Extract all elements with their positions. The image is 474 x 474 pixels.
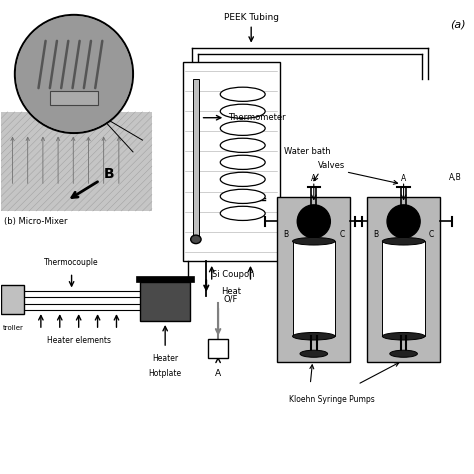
Ellipse shape <box>292 332 335 340</box>
Text: C: C <box>339 230 345 239</box>
Text: troller: troller <box>2 325 23 331</box>
Circle shape <box>297 205 330 238</box>
Text: A: A <box>311 173 317 182</box>
Text: A: A <box>401 173 406 182</box>
Text: B: B <box>283 230 288 239</box>
Bar <box>0 112 152 211</box>
Text: Hotplate: Hotplate <box>149 369 182 378</box>
Ellipse shape <box>220 138 265 153</box>
Bar <box>292 241 335 336</box>
Ellipse shape <box>220 172 265 186</box>
Text: B: B <box>104 167 114 181</box>
Bar <box>367 197 440 362</box>
Circle shape <box>15 15 133 133</box>
Ellipse shape <box>220 87 265 101</box>
Ellipse shape <box>191 235 201 244</box>
Ellipse shape <box>220 206 265 220</box>
Text: C: C <box>429 230 434 239</box>
Text: Heater: Heater <box>152 354 178 363</box>
Ellipse shape <box>220 104 265 118</box>
Text: (a): (a) <box>451 19 466 29</box>
Ellipse shape <box>220 155 265 169</box>
Ellipse shape <box>383 237 425 245</box>
Bar <box>50 91 98 105</box>
Text: Thermometer: Thermometer <box>228 113 285 122</box>
Bar <box>192 79 199 237</box>
Text: Heater elements: Heater elements <box>46 336 110 345</box>
Text: Water bath: Water bath <box>284 147 331 156</box>
Bar <box>137 276 193 282</box>
Bar <box>0 285 24 314</box>
Circle shape <box>387 205 420 238</box>
Ellipse shape <box>383 332 425 340</box>
Text: Si Coupon: Si Coupon <box>212 270 255 279</box>
Ellipse shape <box>220 121 265 136</box>
Text: O/F: O/F <box>224 295 238 304</box>
Ellipse shape <box>300 350 328 357</box>
Bar <box>383 241 425 336</box>
Circle shape <box>16 16 132 132</box>
Text: B: B <box>373 230 378 239</box>
Text: Heat: Heat <box>221 287 241 296</box>
Ellipse shape <box>390 350 418 357</box>
Text: (b) Micro-Mixer: (b) Micro-Mixer <box>4 217 68 226</box>
Ellipse shape <box>220 189 265 203</box>
Text: A,B: A,B <box>449 173 462 182</box>
Bar <box>140 282 190 320</box>
Text: Kloehn Syringe Pumps: Kloehn Syringe Pumps <box>289 395 374 404</box>
Text: A: A <box>215 369 221 378</box>
Text: Valves: Valves <box>318 161 345 170</box>
Ellipse shape <box>292 237 335 245</box>
Text: Thermocouple: Thermocouple <box>44 258 99 267</box>
Bar <box>277 197 350 362</box>
Bar <box>182 62 280 261</box>
Text: PEEK Tubing: PEEK Tubing <box>224 12 279 21</box>
Bar <box>208 338 228 357</box>
